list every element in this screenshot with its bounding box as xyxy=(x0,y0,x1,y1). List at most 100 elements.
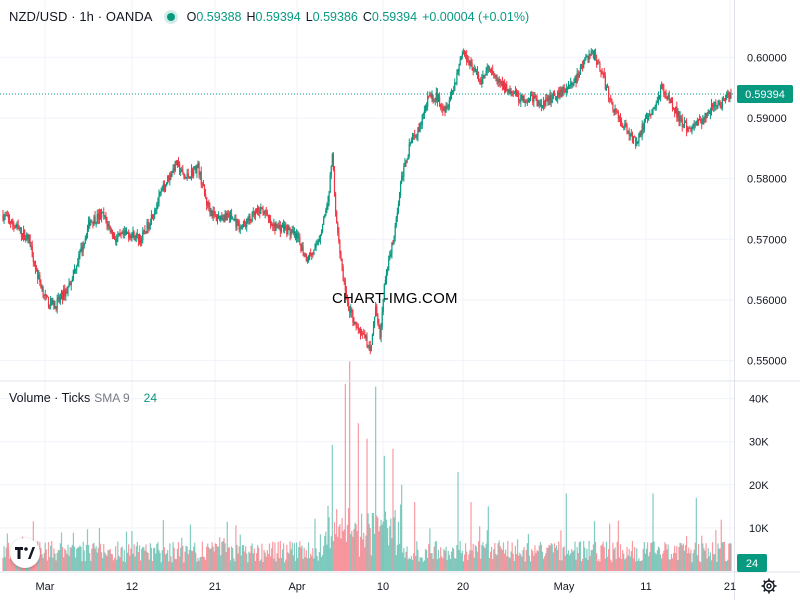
volume-bar xyxy=(163,547,166,571)
candle-body xyxy=(354,322,356,325)
volume-bar xyxy=(493,549,495,571)
volume-bar xyxy=(536,550,538,571)
volume-bar xyxy=(669,559,671,571)
volume-bar xyxy=(565,493,567,571)
volume-bar xyxy=(460,553,462,571)
volume-bar xyxy=(610,559,612,571)
volume-bar xyxy=(222,541,224,571)
candle-body xyxy=(136,234,138,235)
candle-body xyxy=(674,108,676,114)
candle-body xyxy=(485,70,487,75)
volume-bar xyxy=(705,543,707,571)
candle-body xyxy=(691,128,693,132)
volume-bar xyxy=(579,541,582,571)
candle-body xyxy=(217,215,220,219)
volume-bar xyxy=(447,550,449,571)
volume-bar xyxy=(438,557,441,571)
candle-body xyxy=(488,66,491,70)
volume-bar xyxy=(359,536,362,571)
gear-icon[interactable] xyxy=(761,578,777,594)
candle-body xyxy=(609,97,611,99)
volume-bar xyxy=(690,549,692,571)
volume-bar xyxy=(616,541,618,571)
volume-bar xyxy=(143,547,145,571)
volume-bar xyxy=(499,546,501,571)
volume-bar xyxy=(402,552,404,571)
volume-title[interactable]: Volume · Ticks xyxy=(9,391,91,405)
volume-bar xyxy=(661,558,663,571)
candle-body xyxy=(500,81,502,84)
volume-bar xyxy=(558,541,560,571)
volume-bar xyxy=(258,547,260,571)
volume-bar xyxy=(262,562,264,571)
candle-body xyxy=(303,253,305,256)
candle-body xyxy=(371,334,374,345)
volume-bar xyxy=(213,551,215,571)
volume-bar xyxy=(65,550,67,571)
volume-bar xyxy=(563,546,565,571)
candle-body xyxy=(531,94,533,96)
candle-body xyxy=(264,210,266,214)
volume-bar xyxy=(58,550,60,571)
candle-body xyxy=(494,74,496,77)
candle-body xyxy=(534,95,536,99)
candle-body xyxy=(324,215,326,219)
candle-body xyxy=(564,88,566,93)
volume-bar xyxy=(203,557,206,571)
candle-body xyxy=(618,116,621,119)
volume-bar xyxy=(328,517,330,571)
candle-body xyxy=(431,95,433,97)
volume-bar xyxy=(412,553,415,571)
candle-body xyxy=(715,101,717,106)
candle-body xyxy=(656,101,658,104)
candle-body xyxy=(514,90,517,94)
volume-bar xyxy=(533,555,535,571)
symbol-legend[interactable]: NZD/USD · 1h · OANDA O 0.59388 H 0.59394… xyxy=(9,9,529,24)
volume-bar xyxy=(529,561,532,571)
volume-bar xyxy=(613,549,615,571)
candle-body xyxy=(95,222,97,224)
candle-body xyxy=(18,227,20,230)
candle-body xyxy=(585,56,587,60)
volume-bar xyxy=(576,547,578,571)
volume-bar xyxy=(73,546,76,571)
candle-body xyxy=(573,82,575,84)
candle-body xyxy=(294,231,297,239)
close-label: C xyxy=(362,9,372,24)
volume-bar xyxy=(202,556,205,571)
volume-bar xyxy=(247,562,249,571)
last-price-label: 0.59394 xyxy=(745,89,785,101)
candle-body xyxy=(623,126,625,128)
candle-body xyxy=(392,242,394,244)
volume-bar xyxy=(575,559,577,571)
candle-body xyxy=(313,249,315,255)
volume-bar xyxy=(98,528,101,571)
tradingview-logo-icon[interactable] xyxy=(10,538,40,568)
last-volume-badge xyxy=(737,554,767,572)
volume-bar xyxy=(503,553,506,571)
volume-legend[interactable]: Volume · Ticks SMA 9 24 xyxy=(9,391,157,405)
candle-body xyxy=(137,234,140,241)
volume-bar xyxy=(505,549,507,571)
candle-body xyxy=(212,211,214,217)
candle-body xyxy=(35,269,38,270)
candle-body xyxy=(336,212,338,223)
candle-body xyxy=(279,225,281,232)
symbol-title[interactable]: NZD/USD · 1h · OANDA xyxy=(9,9,153,24)
volume-bar xyxy=(126,552,129,571)
volume-bar xyxy=(510,551,512,571)
volume-bar xyxy=(354,522,356,571)
volume-bar xyxy=(667,544,669,571)
volume-bar xyxy=(8,559,11,571)
volume-bar xyxy=(474,545,476,571)
watermark: CHART-IMG.COM xyxy=(332,290,458,307)
candle-body xyxy=(552,92,554,99)
volume-bar xyxy=(560,530,562,571)
candle-body xyxy=(266,211,268,216)
candle-body xyxy=(442,107,444,111)
volume-bar xyxy=(645,548,648,571)
volume-bar xyxy=(343,529,345,571)
candle-body xyxy=(246,218,248,227)
candle-body xyxy=(454,82,456,91)
